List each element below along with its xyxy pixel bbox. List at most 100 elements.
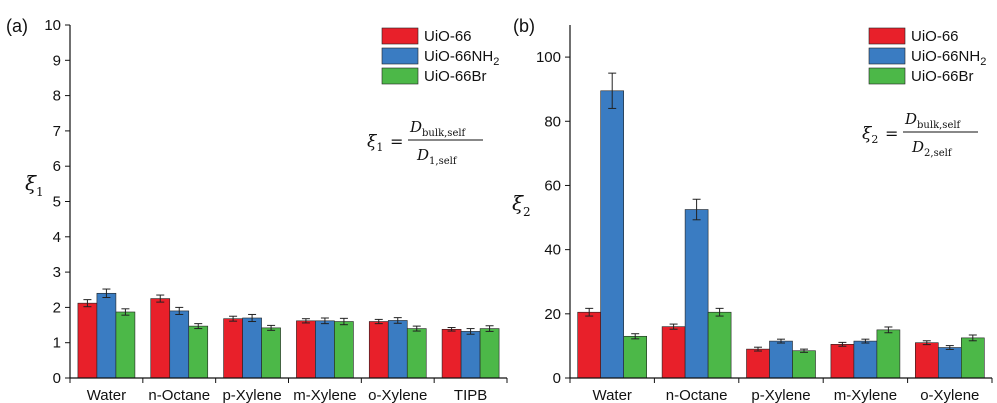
y-axis-label-a: ξ1 xyxy=(25,171,44,199)
bar-uio-66nh2-n-octane xyxy=(684,209,709,379)
error-bar-uio-66nh2-water xyxy=(608,72,617,109)
legend-swatch-uio66br xyxy=(868,67,906,85)
y-tick-label: 9 xyxy=(53,52,61,69)
bar-uio-66br-water xyxy=(115,311,136,379)
bar-uio-66-m-xylene xyxy=(296,320,316,379)
error-bar-uio-66nh2-m-xylene xyxy=(861,338,870,344)
error-bar-uio-66-o-xylene xyxy=(374,318,383,325)
x-tick-label-n-octane: n-Octane xyxy=(666,387,728,403)
error-bar-uio-66-water xyxy=(83,299,92,308)
legend-label-uio66nh2: UiO-66NH2 xyxy=(911,48,986,68)
bar-uio-66-o-xylene xyxy=(368,321,389,379)
y-tick-label: 10 xyxy=(44,17,61,34)
y-tick-label: 8 xyxy=(53,88,61,105)
error-bar-uio-66br-p-xylene xyxy=(800,348,808,353)
plot-area-b: 0 20 40 60 80 100 Water n-Octane p-Xylene m-Xylen… xyxy=(536,25,993,403)
error-bar-uio-66br-tipb xyxy=(485,325,494,332)
legend-b: UiO-66 UiO-66NH2 UiO-66Br xyxy=(868,27,986,85)
bar-uio-66-n-octane xyxy=(661,326,686,379)
bar-uio-66nh2-o-xylene xyxy=(387,320,408,379)
legend-label-uio66nh2: UiO-66NH2 xyxy=(424,48,499,68)
x-tick-label-water: Water xyxy=(87,387,126,403)
error-bar-uio-66nh2-o-xylene xyxy=(393,317,402,324)
panel-a: (a) ξ1 0 1 2 3 4 5 6 7 8 9 10 Water n-Octane p-Xylene… xyxy=(6,16,508,403)
y-axis-label-b: ξ2 xyxy=(512,191,531,219)
bar-uio-66br-m-xylene xyxy=(876,329,901,379)
bar-uio-66nh2-m-xylene xyxy=(315,320,335,379)
bar-uio-66nh2-m-xylene xyxy=(853,340,878,379)
x-tick-label-n-octane: n-Octane xyxy=(148,387,210,403)
y-tick-label: 40 xyxy=(544,242,561,259)
legend-swatch-uio66 xyxy=(381,27,419,45)
error-bar-uio-66nh2-n-octane xyxy=(175,306,184,315)
legend-label-uio66: UiO-66 xyxy=(424,28,472,45)
bar-uio-66nh2-water xyxy=(600,90,625,379)
y-tick-label: 7 xyxy=(53,123,61,140)
bar-uio-66nh2-p-xylene xyxy=(769,340,793,379)
panel-label-a: (a) xyxy=(6,16,28,36)
svg-text:ξ2: ξ2 xyxy=(862,124,878,146)
error-bar-uio-66-p-xylene xyxy=(229,315,238,322)
y-tick-label: 5 xyxy=(53,194,61,211)
svg-text:Dbulk,self: Dbulk,self xyxy=(409,118,467,139)
x-tick-label-p-xylene: p-Xylene xyxy=(222,387,281,403)
error-bar-uio-66nh2-m-xylene xyxy=(320,317,329,325)
bar-uio-66nh2-p-xylene xyxy=(242,317,262,379)
legend-swatch-uio66nh2 xyxy=(868,47,906,65)
svg-text:D2,self: D2,self xyxy=(911,138,953,159)
bar-uio-66br-o-xylene xyxy=(406,328,427,379)
legend-swatch-uio66 xyxy=(868,27,906,45)
error-bar-uio-66br-m-xylene xyxy=(339,317,348,326)
error-bar-uio-66nh2-tipb xyxy=(466,328,475,335)
panel-label-b: (b) xyxy=(513,16,535,36)
y-tick-label: 20 xyxy=(544,306,561,323)
x-tick-label-p-xylene: p-Xylene xyxy=(751,387,810,403)
svg-text:=: = xyxy=(390,132,403,151)
y-tick-label: 6 xyxy=(53,158,61,175)
y-tick-label: 80 xyxy=(544,113,561,130)
bar-uio-66-p-xylene xyxy=(746,348,770,379)
x-tick-label-water: Water xyxy=(592,387,631,403)
y-tick-label: 4 xyxy=(53,229,61,246)
error-bar-uio-66-water xyxy=(585,307,594,317)
bar-uio-66-o-xylene xyxy=(914,342,939,379)
equation-b: ξ2 = Dbulk,self D2,self xyxy=(862,110,978,159)
error-bar-uio-66nh2-n-octane xyxy=(692,198,701,221)
y-tick-label: 0 xyxy=(553,370,561,387)
svg-text:ξ1: ξ1 xyxy=(367,132,383,154)
plot-area-a: 0 1 2 3 4 5 6 7 8 9 10 Water n-Octane p-Xylene m-Xylen… xyxy=(44,17,508,403)
bar-uio-66br-p-xylene xyxy=(261,327,281,379)
error-bar-uio-66-m-xylene xyxy=(838,341,847,347)
legend-swatch-uio66nh2 xyxy=(381,47,419,65)
error-bar-uio-66br-p-xylene xyxy=(267,324,276,331)
x-tick-label-tipb: TIPB xyxy=(454,387,487,403)
y-tick-label: 3 xyxy=(53,264,61,281)
legend-swatch-uio66br xyxy=(381,67,419,85)
bar-uio-66br-m-xylene xyxy=(334,321,354,379)
bar-uio-66br-water xyxy=(623,335,648,379)
error-bar-uio-66nh2-water xyxy=(102,288,111,299)
legend-label-uio66br: UiO-66Br xyxy=(911,68,974,85)
bar-uio-66-n-octane xyxy=(150,298,171,379)
error-bar-uio-66-tipb xyxy=(447,327,456,332)
bar-uio-66br-n-octane xyxy=(707,311,732,379)
svg-text:D1,self: D1,self xyxy=(416,146,458,167)
y-tick-label: 100 xyxy=(536,49,561,66)
x-tick-label-m-xylene: m-Xylene xyxy=(293,387,356,403)
x-tick-label-m-xylene: m-Xylene xyxy=(834,387,897,403)
panel-b: (b) ξ2 0 20 40 60 80 100 Water n-Octane p-Xylene… xyxy=(512,16,993,403)
equation-a: ξ1 = Dbulk,self D1,self xyxy=(367,118,483,167)
error-bar-uio-66-m-xylene xyxy=(301,318,310,324)
bar-uio-66-water xyxy=(577,311,602,379)
error-bar-uio-66-n-octane xyxy=(156,294,165,303)
bar-uio-66nh2-n-octane xyxy=(169,310,190,379)
y-tick-label: 2 xyxy=(53,299,61,316)
bar-uio-66-water xyxy=(77,302,98,379)
error-bar-uio-66br-n-octane xyxy=(715,307,724,317)
legend-label-uio66br: UiO-66Br xyxy=(424,68,487,85)
bar-uio-66nh2-water xyxy=(96,292,117,379)
error-bar-uio-66-n-octane xyxy=(669,323,678,330)
error-bar-uio-66nh2-p-xylene xyxy=(777,338,785,344)
y-tick-label: 0 xyxy=(53,370,61,387)
